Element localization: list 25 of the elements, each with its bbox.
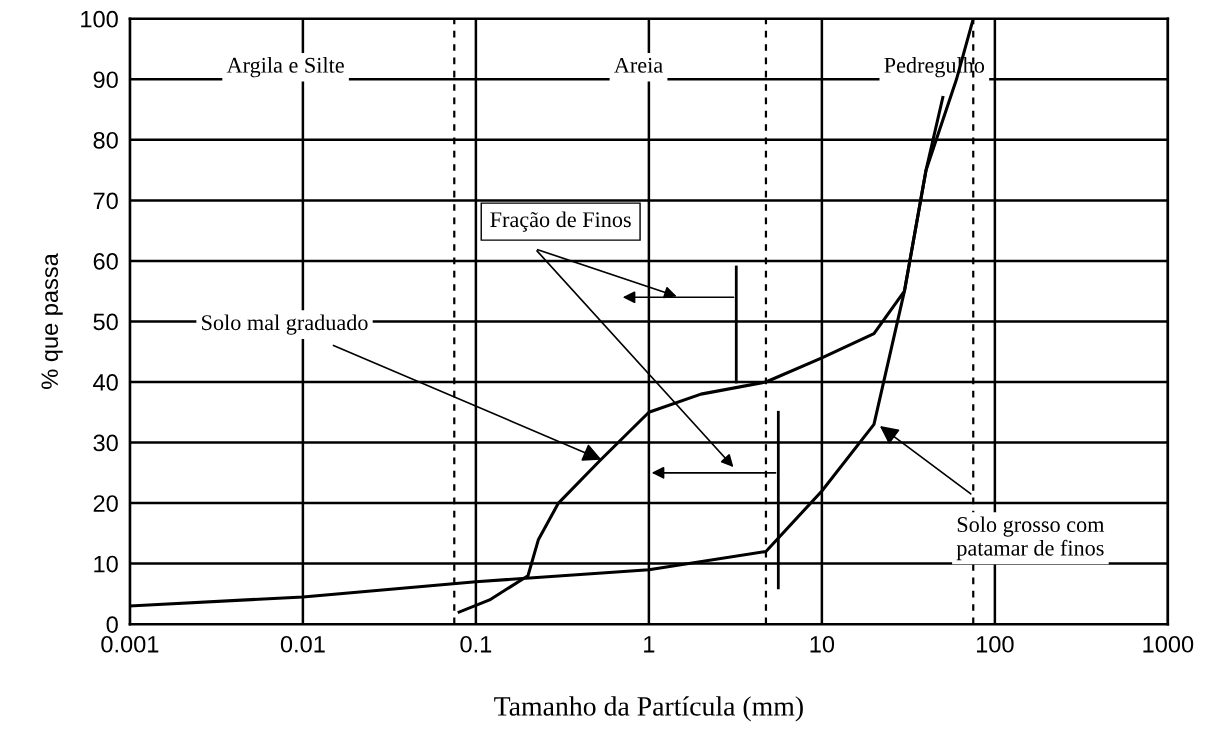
y-axis-title: % que passa bbox=[41, 253, 63, 389]
y-tick-label: 10 bbox=[94, 555, 118, 573]
x-tick-label: 0.1 bbox=[460, 635, 492, 653]
annotation: Argila e Silte bbox=[226, 57, 344, 78]
y-tick-label: 90 bbox=[93, 71, 118, 89]
y-tick-label: 40 bbox=[93, 374, 118, 391]
x-tick-label: 100 bbox=[976, 635, 1014, 653]
x-axis-title: Tamanho da Partícula (mm) bbox=[494, 696, 803, 722]
x-tick-label: 0.01 bbox=[280, 635, 325, 653]
x-tick-label: 0.001 bbox=[101, 635, 159, 653]
x-tick-label: 1000 bbox=[1143, 635, 1194, 653]
annotation: Solo grosso com patamar de finos bbox=[956, 516, 1105, 561]
y-tick-label: 70 bbox=[93, 192, 118, 210]
y-tick-label: 100 bbox=[81, 10, 118, 28]
y-tick-label: 50 bbox=[93, 313, 118, 331]
annotation: Areia bbox=[614, 57, 663, 73]
y-tick-label: 20 bbox=[93, 495, 118, 512]
y-tick-label: 60 bbox=[93, 253, 118, 270]
x-tick-label: 1 bbox=[644, 636, 655, 653]
annotation: Solo mal graduado bbox=[202, 314, 368, 335]
x-tick-label: 10 bbox=[810, 635, 835, 653]
y-tick-label: 30 bbox=[93, 434, 118, 452]
y-tick-label: 80 bbox=[93, 131, 118, 149]
y-tick-label: 0 bbox=[106, 616, 118, 633]
annotation: Fração de Finos bbox=[490, 211, 631, 232]
